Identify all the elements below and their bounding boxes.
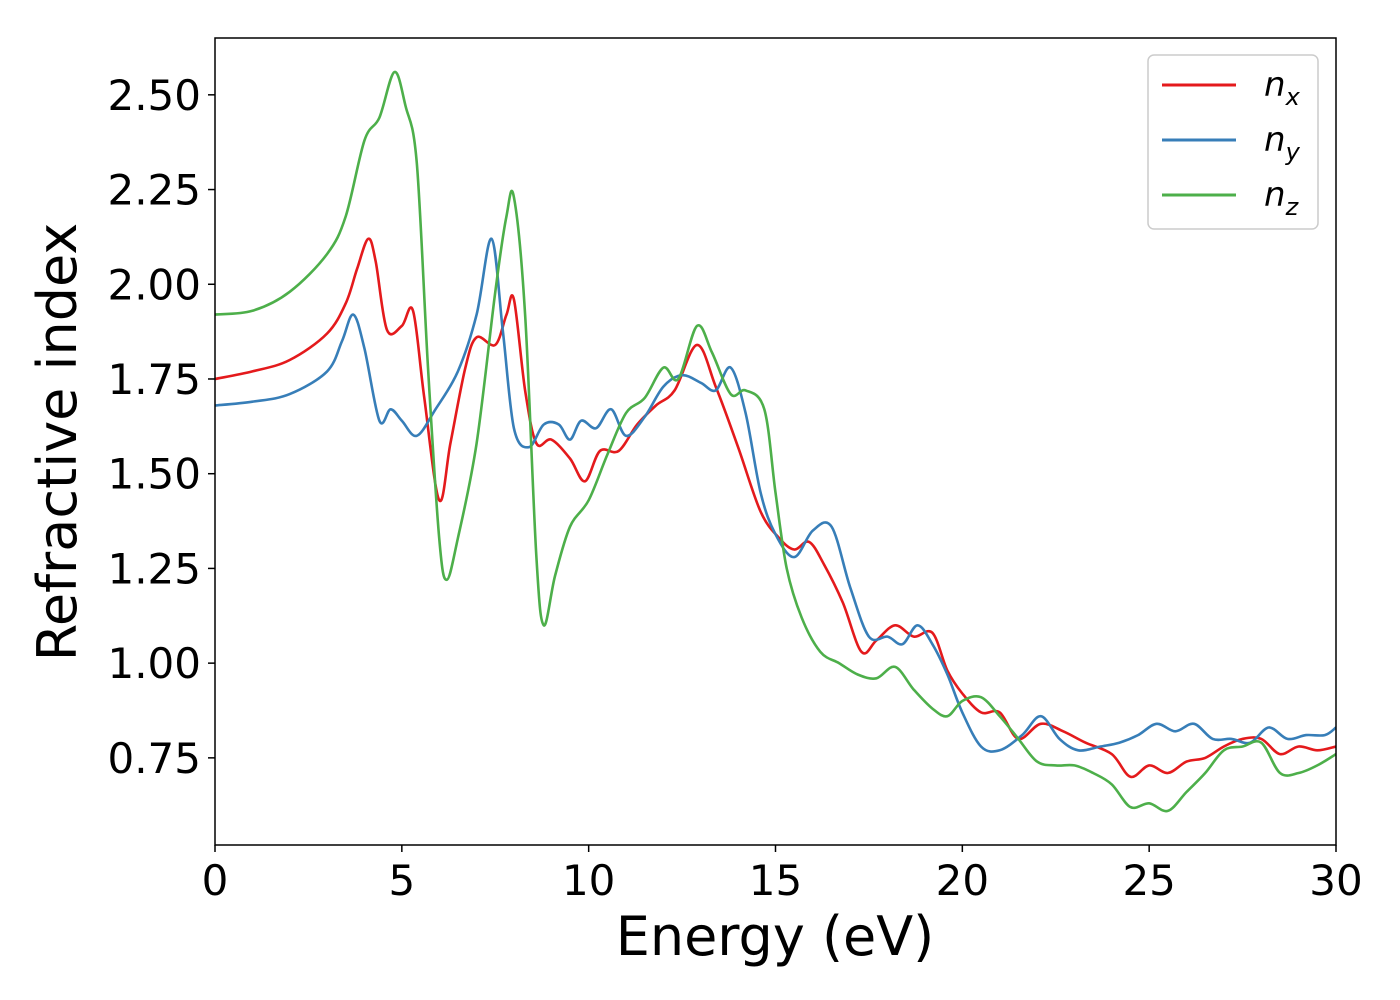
y-tick-label: 0.75 <box>107 734 201 783</box>
x-tick-label: 15 <box>749 856 802 905</box>
y-tick-label: 2.00 <box>107 260 201 309</box>
x-tick-label: 0 <box>202 856 229 905</box>
x-tick-label: 20 <box>936 856 989 905</box>
series-layer <box>215 70 1336 813</box>
y-axis-ticks: 0.75 1.00 1.25 1.50 1.75 2.00 2.25 2.50 <box>107 71 215 783</box>
x-axis-label: Energy (eV) <box>616 905 935 968</box>
y-tick-label: 1.50 <box>107 450 201 499</box>
y-tick-label: 2.50 <box>107 71 201 120</box>
legend: nx ny nz <box>1147 54 1319 230</box>
y-axis-label: Refractive index <box>26 223 89 662</box>
x-tick-label: 5 <box>388 856 415 905</box>
series-line-n-x <box>215 237 1336 779</box>
series-line-n-z <box>215 70 1336 813</box>
legend-label-n-x: nx <box>1264 65 1301 111</box>
y-tick-label: 1.00 <box>107 639 201 688</box>
x-tick-label: 10 <box>562 856 615 905</box>
x-axis-ticks: 0 5 10 15 20 25 30 <box>202 845 1363 905</box>
y-tick-label: 2.25 <box>107 166 201 215</box>
legend-label-n-y: ny <box>1264 120 1301 166</box>
x-tick-label: 25 <box>1122 856 1175 905</box>
y-tick-label: 1.75 <box>107 355 201 404</box>
y-tick-label: 1.25 <box>107 544 201 593</box>
legend-box <box>1147 54 1319 230</box>
x-tick-label: 30 <box>1309 856 1362 905</box>
legend-label-n-z: nz <box>1264 175 1300 221</box>
